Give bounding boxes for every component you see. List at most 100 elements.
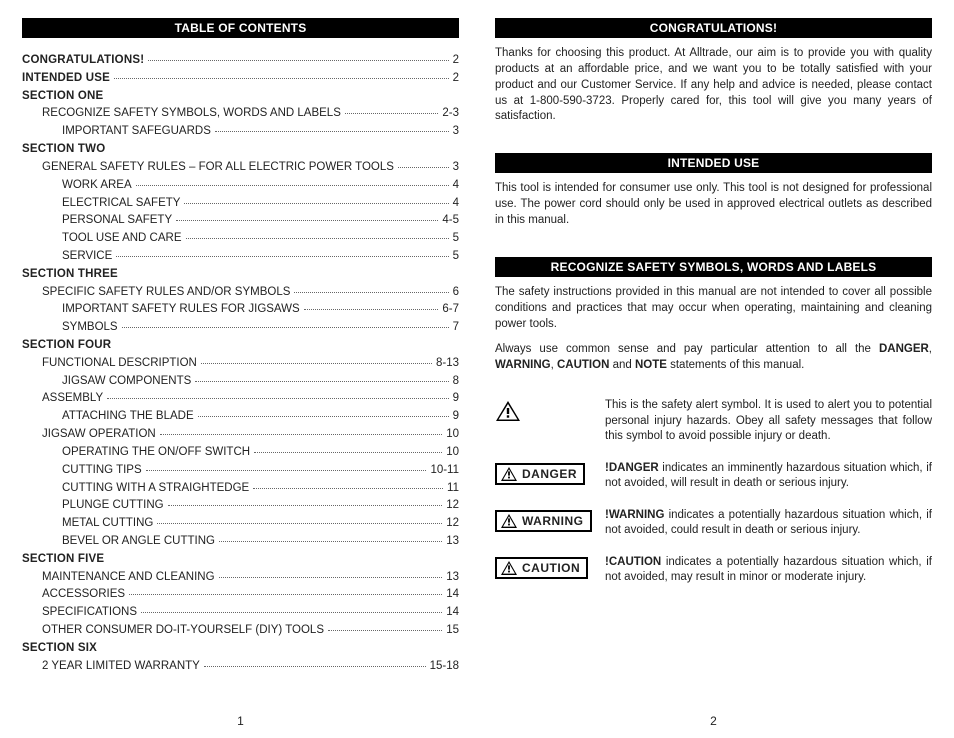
toc-section-head: SECTION FIVE	[22, 551, 459, 569]
toc-label: MAINTENANCE AND CLEANING	[42, 569, 215, 587]
danger-row: DANGER !DANGER indicates an imminently h…	[495, 461, 932, 492]
toc-row: 2 YEAR LIMITED WARRANTY 15-18	[22, 658, 459, 676]
toc-dots	[160, 434, 442, 435]
toc-dots	[294, 292, 448, 293]
toc-row: SPECIFICATIONS 14	[22, 604, 459, 622]
toc-label: FUNCTIONAL DESCRIPTION	[42, 355, 197, 373]
toc-row: IMPORTANT SAFETY RULES FOR JIGSAWS6-7	[22, 301, 459, 319]
toc-row: IMPORTANT SAFEGUARDS3	[22, 123, 459, 141]
toc-row: INTENDED USE2	[22, 70, 459, 88]
toc-row: ELECTRICAL SAFETY4	[22, 195, 459, 213]
toc-label: IMPORTANT SAFETY RULES FOR JIGSAWS	[62, 301, 300, 319]
toc-page: 7	[453, 319, 459, 337]
congrats-heading-bar: CONGRATULATIONS!	[495, 18, 932, 38]
toc-row: TOOL USE AND CARE5	[22, 230, 459, 248]
toc-page: 11	[447, 480, 459, 498]
toc-label: ACCESSORIES	[42, 586, 125, 604]
toc-row: GENERAL SAFETY RULES – FOR ALL ELECTRIC …	[22, 159, 459, 177]
toc-row: ATTACHING THE BLADE9	[22, 408, 459, 426]
toc-page: 14	[446, 604, 459, 622]
toc-dots	[215, 131, 449, 132]
page-number-right: 2	[495, 704, 932, 728]
toc-section-head: SECTION ONE	[22, 88, 459, 106]
toc-label: RECOGNIZE SAFETY SYMBOLS, WORDS AND LABE…	[42, 105, 341, 123]
toc-dots	[201, 363, 432, 364]
recognize-p2-note: NOTE	[635, 359, 667, 371]
toc-label: SERVICE	[62, 248, 112, 266]
toc-row: SERVICE5	[22, 248, 459, 266]
safety-alert-text: This is the safety alert symbol. It is u…	[605, 398, 932, 445]
caution-triangle-icon	[500, 560, 518, 576]
toc-row: SPECIFIC SAFETY RULES AND/OR SYMBOLS6	[22, 284, 459, 302]
toc-dots	[184, 203, 448, 204]
toc-dots	[176, 220, 438, 221]
toc-section-head: SECTION THREE	[22, 266, 459, 284]
toc-dots	[114, 78, 449, 79]
toc-dots	[157, 523, 442, 524]
toc-page: 10	[446, 444, 459, 462]
toc-page: 13	[446, 569, 459, 587]
toc-dots	[136, 185, 449, 186]
toc-page: 10-11	[430, 462, 459, 480]
toc-page: 10	[446, 426, 459, 444]
toc-page: 8-13	[436, 355, 459, 373]
toc-page: 3	[453, 159, 459, 177]
toc-row: METAL CUTTING 12	[22, 515, 459, 533]
toc-dots	[398, 167, 449, 168]
toc-label: ATTACHING THE BLADE	[62, 408, 194, 426]
caution-tag-label: CAUTION	[522, 561, 580, 575]
toc-page: 4	[453, 195, 459, 213]
caution-row: CAUTION !CAUTION indicates a potentially…	[495, 555, 932, 586]
toc-row: OTHER CONSUMER DO-IT-YOURSELF (DIY) TOOL…	[22, 622, 459, 640]
toc-page: 12	[446, 497, 459, 515]
danger-tag: DANGER	[495, 463, 585, 485]
warning-triangle-icon	[500, 513, 518, 529]
recognize-p1: The safety instructions provided in this…	[495, 285, 932, 333]
intended-heading-bar: INTENDED USE	[495, 153, 932, 173]
toc-row: PLUNGE CUTTING 12	[22, 497, 459, 515]
toc-label: OPERATING THE ON/OFF SWITCH	[62, 444, 250, 462]
toc-dots	[146, 470, 427, 471]
toc-label: JIGSAW COMPONENTS	[62, 373, 191, 391]
toc-label: TOOL USE AND CARE	[62, 230, 182, 248]
toc-row: CUTTING WITH A STRAIGHTEDGE11	[22, 480, 459, 498]
toc-dots	[253, 488, 443, 489]
toc-page: 12	[446, 515, 459, 533]
warning-tag: WARNING	[495, 510, 592, 532]
toc-label: WORK AREA	[62, 177, 132, 195]
toc-row: JIGSAW OPERATION10	[22, 426, 459, 444]
toc-dots	[198, 416, 449, 417]
congrats-body: Thanks for choosing this product. At All…	[495, 46, 932, 125]
toc-label: OTHER CONSUMER DO-IT-YOURSELF (DIY) TOOL…	[42, 622, 324, 640]
toc-dots	[219, 577, 443, 578]
toc-dots	[122, 327, 449, 328]
toc-row: CONGRATULATIONS!2	[22, 52, 459, 70]
left-page: TABLE OF CONTENTS CONGRATULATIONS!2INTEN…	[22, 18, 477, 728]
toc-label: IMPORTANT SAFEGUARDS	[62, 123, 211, 141]
toc-dots	[148, 60, 448, 61]
toc-page: 2-3	[442, 105, 459, 123]
right-page: CONGRATULATIONS! Thanks for choosing thi…	[477, 18, 932, 728]
toc-label: BEVEL OR ANGLE CUTTING	[62, 533, 215, 551]
warning-text: !WARNING indicates a potentially hazardo…	[605, 508, 932, 539]
toc-label: METAL CUTTING	[62, 515, 153, 533]
toc-page: 8	[453, 373, 459, 391]
toc-label: SYMBOLS	[62, 319, 118, 337]
recognize-p2-pre: Always use common sense and pay particul…	[495, 343, 879, 355]
toc-label: GENERAL SAFETY RULES – FOR ALL ELECTRIC …	[42, 159, 394, 177]
toc-label: CONGRATULATIONS!	[22, 52, 144, 70]
toc-label: PLUNGE CUTTING	[62, 497, 164, 515]
toc-row: ACCESSORIES 14	[22, 586, 459, 604]
recognize-heading-bar: RECOGNIZE SAFETY SYMBOLS, WORDS AND LABE…	[495, 257, 932, 277]
toc-page: 15-18	[430, 658, 459, 676]
toc-dots	[168, 505, 443, 506]
toc-row: SYMBOLS 7	[22, 319, 459, 337]
toc-page: 14	[446, 586, 459, 604]
toc-label: 2 YEAR LIMITED WARRANTY	[42, 658, 200, 676]
toc-dots	[204, 666, 426, 667]
toc-label: ASSEMBLY	[42, 390, 103, 408]
toc-heading-bar: TABLE OF CONTENTS	[22, 18, 459, 38]
toc-label: SPECIFICATIONS	[42, 604, 137, 622]
recognize-p2: Always use common sense and pay particul…	[495, 342, 932, 374]
toc-dots	[141, 612, 442, 613]
